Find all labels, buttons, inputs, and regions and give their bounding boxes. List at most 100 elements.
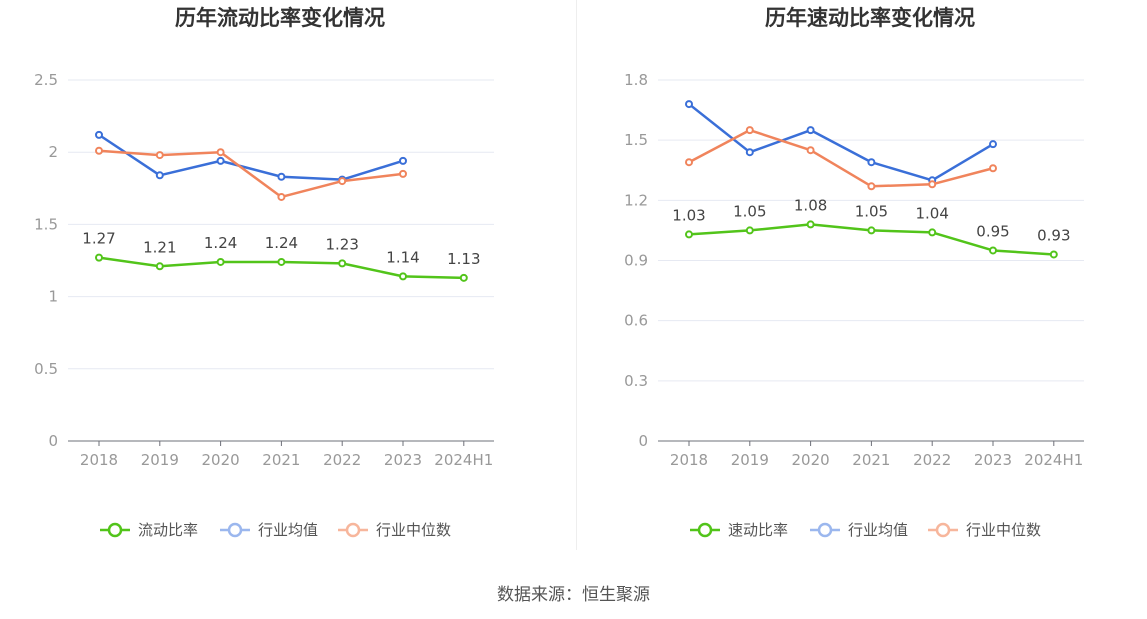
data-label: 1.23 <box>325 235 358 253</box>
legend-item[interactable]: 行业均值 <box>810 521 908 539</box>
data-point <box>216 257 225 266</box>
x-tick-label: 2022 <box>323 451 361 469</box>
x-tick-label: 2023 <box>384 451 422 469</box>
y-tick-label: 1.8 <box>624 71 648 89</box>
chart-title: 历年速动比率变化情况 <box>765 6 975 30</box>
data-point <box>95 253 103 262</box>
y-tick-label: 1 <box>48 288 58 306</box>
data-label: 1.24 <box>265 234 298 252</box>
series-line <box>688 103 994 182</box>
data-point <box>216 156 225 165</box>
data-label: 1.03 <box>672 206 705 224</box>
chart-1: 历年流动比率变化情况 0 0.5 1 1.5 2 2.5 2018 2019 2020 2021 20… <box>34 6 494 539</box>
x-tick-label: 2021 <box>262 451 300 469</box>
data-point <box>989 140 997 149</box>
data-point <box>277 257 286 266</box>
legend-item[interactable]: 行业中位数 <box>338 521 451 539</box>
data-point <box>867 182 876 191</box>
y-tick-label: 2.5 <box>34 71 58 89</box>
series-line <box>688 128 994 188</box>
x-tick-label: 2020 <box>202 451 240 469</box>
legend-marker <box>107 522 123 538</box>
data-point <box>928 228 937 237</box>
data-point <box>459 273 468 282</box>
data-label: 1.24 <box>204 234 237 252</box>
y-tick-label: 1.5 <box>624 131 648 149</box>
x-tick-label: 2024H1 <box>1024 451 1083 469</box>
data-point <box>685 100 693 109</box>
data-point <box>155 171 164 180</box>
data-point <box>928 180 937 189</box>
legend-item[interactable]: 速动比率 <box>690 521 788 539</box>
legend-marker <box>227 522 243 538</box>
data-point <box>806 220 815 229</box>
data-point <box>277 172 286 181</box>
data-point <box>277 192 286 201</box>
y-tick-label: 0 <box>48 432 58 450</box>
data-label: 1.14 <box>386 248 419 266</box>
legend-item[interactable]: 行业中位数 <box>928 521 1041 539</box>
data-label: 1.05 <box>733 202 766 220</box>
data-point <box>685 158 693 167</box>
chart-2: 历年速动比率变化情况 0 0.3 0.6 0.9 1.2 1.5 1.8 2018 2019 202… <box>624 6 1084 539</box>
x-tick-label: 2019 <box>731 451 769 469</box>
x-tick-label: 2019 <box>141 451 179 469</box>
data-point <box>989 164 997 173</box>
legend-marker <box>935 522 951 538</box>
data-point <box>399 169 407 178</box>
legend-item[interactable]: 流动比率 <box>100 521 198 539</box>
data-point <box>95 130 103 139</box>
data-point <box>155 262 164 271</box>
x-tick-label: 2020 <box>792 451 830 469</box>
data-point <box>399 156 407 165</box>
legend-label: 速动比率 <box>728 521 788 539</box>
legend-marker <box>817 522 833 538</box>
data-point <box>399 272 407 281</box>
y-tick-label: 0.5 <box>34 360 58 378</box>
legend-label: 行业均值 <box>848 521 908 539</box>
x-tick-label: 2018 <box>80 451 118 469</box>
legend-label: 行业均值 <box>258 521 318 539</box>
data-point <box>989 246 997 255</box>
legend-marker <box>697 522 713 538</box>
data-point <box>1049 250 1058 259</box>
x-tick-label: 2022 <box>913 451 951 469</box>
y-tick-label: 0.6 <box>624 312 648 330</box>
data-point <box>95 146 103 155</box>
source-text: 数据来源：恒生聚源 <box>497 585 650 605</box>
data-label: 0.95 <box>976 222 1009 240</box>
legend-marker <box>345 522 361 538</box>
data-point <box>155 151 164 160</box>
x-tick-label: 2024H1 <box>434 451 493 469</box>
data-point <box>745 126 754 135</box>
data-label: 1.13 <box>447 250 480 268</box>
data-point <box>216 148 225 157</box>
y-tick-label: 0.9 <box>624 252 648 270</box>
x-tick-label: 2018 <box>670 451 708 469</box>
data-point <box>806 146 815 155</box>
data-label: 1.04 <box>915 204 948 222</box>
series-line <box>98 149 404 199</box>
legend-label: 行业中位数 <box>966 521 1041 539</box>
data-point <box>685 230 693 239</box>
data-point <box>867 158 876 167</box>
data-point <box>745 226 754 235</box>
y-tick-label: 2 <box>48 143 58 161</box>
data-label: 1.21 <box>143 238 176 256</box>
data-point <box>338 259 347 268</box>
data-label: 1.27 <box>82 230 115 248</box>
legend-label: 行业中位数 <box>376 521 451 539</box>
data-point <box>867 226 876 235</box>
y-tick-label: 0.3 <box>624 372 648 390</box>
data-point <box>745 148 754 157</box>
data-label: 1.05 <box>855 202 888 220</box>
x-tick-label: 2023 <box>974 451 1012 469</box>
legend-label: 流动比率 <box>138 521 198 539</box>
data-label: 1.08 <box>794 196 827 214</box>
chart-divider <box>576 0 577 550</box>
legend-item[interactable]: 行业均值 <box>220 521 318 539</box>
data-point <box>338 177 347 186</box>
x-tick-label: 2021 <box>852 451 890 469</box>
data-label: 0.93 <box>1037 226 1070 244</box>
